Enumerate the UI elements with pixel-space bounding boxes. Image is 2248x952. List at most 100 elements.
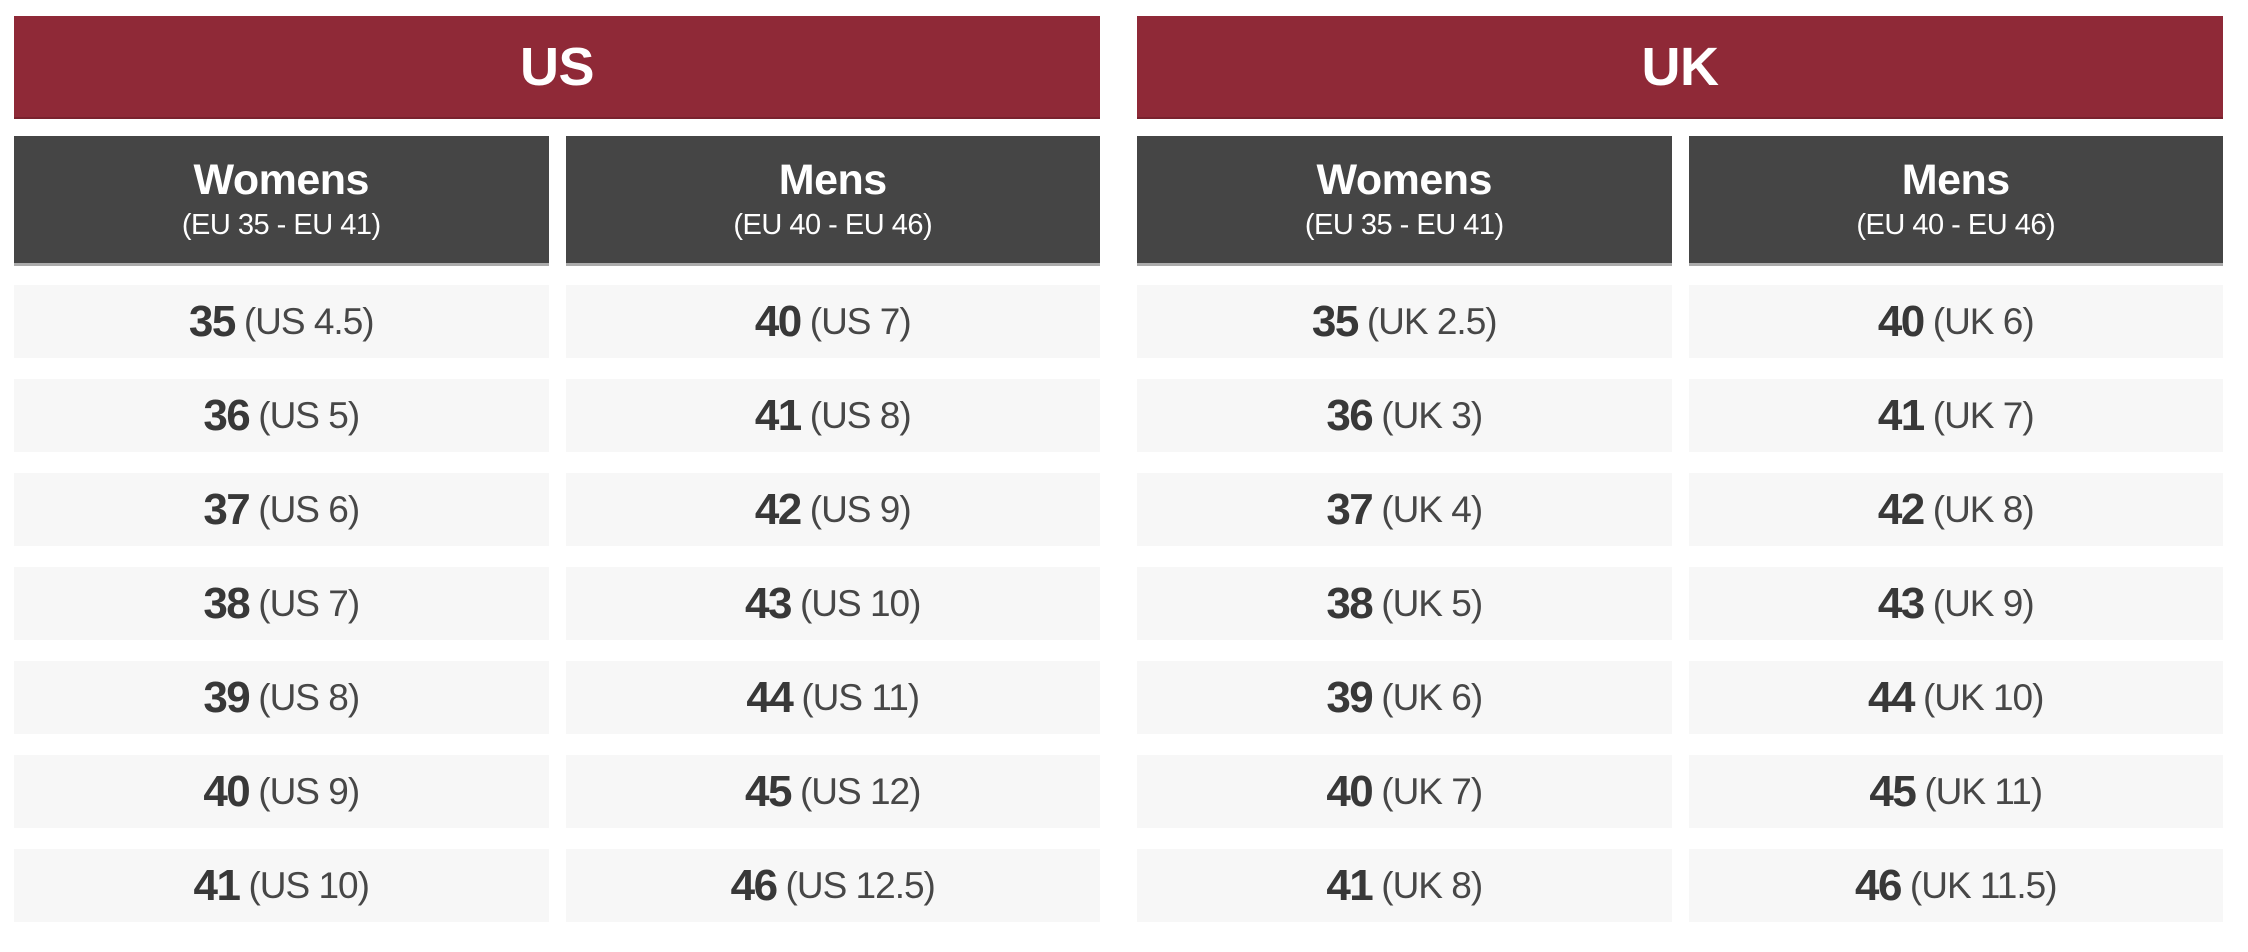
uk-mens-header: Mens (EU 40 - EU 46) (1688, 136, 2223, 266)
converted-size: (UK 6) (1381, 676, 1483, 718)
us-womens-cells: 35 (US 4.5) 36 (US 5) 37 (US 6) 38 (US 7) 39 (US … (14, 285, 549, 922)
uk-column-headers: Womens (EU 35 - EU 41) Mens (EU 40 - EU … (1137, 136, 2223, 266)
converted-size: (US 8) (809, 394, 912, 436)
converted-size: (UK 10) (1922, 676, 2044, 718)
eu-size: 38 (1326, 578, 1373, 628)
eu-size: 38 (203, 578, 250, 628)
converted-size: (UK 2.5) (1366, 300, 1498, 342)
us-mens-cells: 40 (US 7) 41 (US 8) 42 (US 9) 43 (US 10) 44 (US 1… (565, 285, 1100, 922)
eu-size: 35 (1311, 296, 1359, 346)
column-eu-range: (EU 35 - EU 41) (1304, 208, 1504, 241)
converted-size: (US 12) (799, 770, 921, 812)
size-cell: 40 (UK 7) (1137, 755, 1672, 828)
converted-size: (UK 11) (1924, 770, 2043, 812)
converted-size: (US 8) (258, 676, 360, 718)
eu-size: 40 (203, 766, 250, 816)
converted-size: (US 11) (801, 676, 920, 718)
size-cell: 46 (US 12.5) (565, 849, 1100, 922)
size-cell: 44 (UK 10) (1688, 661, 2223, 734)
converted-size: (UK 3) (1381, 394, 1483, 436)
converted-size: (US 7) (809, 300, 912, 342)
column-name: Mens (778, 156, 887, 205)
column-name: Womens (193, 156, 370, 205)
eu-size: 44 (1868, 672, 1915, 722)
converted-size: (US 4.5) (243, 300, 375, 342)
eu-size: 46 (1854, 860, 1902, 910)
converted-size: (UK 7) (1932, 394, 2035, 436)
eu-size: 36 (203, 390, 250, 440)
converted-size: (UK 7) (1381, 770, 1483, 812)
size-cell: 36 (US 5) (14, 379, 549, 452)
column-eu-range: (EU 40 - EU 46) (733, 208, 933, 241)
uk-mens-cells: 40 (UK 6) 41 (UK 7) 42 (UK 8) 43 (UK 9) 44 (UK 10… (1688, 285, 2223, 922)
eu-size: 42 (1877, 484, 1925, 534)
converted-size: (UK 4) (1381, 488, 1483, 530)
column-name: Womens (1316, 156, 1493, 205)
eu-size: 39 (1326, 672, 1373, 722)
eu-size: 36 (1326, 390, 1373, 440)
eu-size: 40 (1326, 766, 1373, 816)
size-cell: 36 (UK 3) (1137, 379, 1672, 452)
size-cell: 39 (US 8) (14, 661, 549, 734)
us-column-headers: Womens (EU 35 - EU 41) Mens (EU 40 - EU … (14, 136, 1100, 266)
size-cell: 41 (US 10) (14, 849, 549, 922)
eu-size: 41 (1877, 390, 1925, 440)
size-cell: 41 (US 8) (565, 379, 1100, 452)
uk-table-title: UK (1137, 16, 2223, 119)
converted-size: (UK 8) (1381, 864, 1483, 906)
size-cell: 46 (UK 11.5) (1688, 849, 2223, 922)
column-name: Mens (1901, 156, 2010, 205)
uk-womens-cells: 35 (UK 2.5) 36 (UK 3) 37 (UK 4) 38 (UK 5) 39 (UK … (1137, 285, 1672, 922)
eu-size: 46 (730, 860, 778, 910)
eu-size: 45 (1869, 766, 1916, 816)
converted-size: (US 6) (258, 488, 360, 530)
size-cell: 37 (US 6) (14, 473, 549, 546)
size-cell: 37 (UK 4) (1137, 473, 1672, 546)
eu-size: 37 (203, 484, 250, 534)
converted-size: (US 10) (248, 864, 369, 906)
converted-size: (UK 11.5) (1909, 864, 2058, 906)
size-cell: 43 (US 10) (565, 567, 1100, 640)
eu-size: 42 (754, 484, 802, 534)
size-cell: 40 (UK 6) (1688, 285, 2223, 358)
size-cell: 38 (US 7) (14, 567, 549, 640)
size-cell: 39 (UK 6) (1137, 661, 1672, 734)
size-cell: 44 (US 11) (565, 661, 1100, 734)
eu-size: 41 (193, 860, 241, 910)
converted-size: (US 10) (799, 582, 921, 624)
size-cell: 35 (UK 2.5) (1137, 285, 1672, 358)
size-cell: 40 (US 7) (565, 285, 1100, 358)
column-eu-range: (EU 40 - EU 46) (1856, 208, 2056, 241)
us-table-body: 35 (US 4.5) 36 (US 5) 37 (US 6) 38 (US 7) 39 (US … (14, 285, 1100, 922)
column-eu-range: (EU 35 - EU 41) (181, 208, 381, 241)
eu-size: 40 (1877, 296, 1925, 346)
eu-size: 41 (754, 390, 802, 440)
size-cell: 35 (US 4.5) (14, 285, 549, 358)
converted-size: (US 12.5) (785, 864, 936, 906)
eu-size: 37 (1326, 484, 1373, 534)
size-cell: 42 (UK 8) (1688, 473, 2223, 546)
size-cell: 43 (UK 9) (1688, 567, 2223, 640)
eu-size: 35 (188, 296, 236, 346)
size-cell: 45 (UK 11) (1688, 755, 2223, 828)
converted-size: (UK 9) (1932, 582, 2035, 624)
converted-size: (US 9) (258, 770, 360, 812)
uk-womens-header: Womens (EU 35 - EU 41) (1137, 136, 1672, 266)
size-cell: 40 (US 9) (14, 755, 549, 828)
us-table-title: US (14, 16, 1100, 119)
size-cell: 42 (US 9) (565, 473, 1100, 546)
eu-size: 40 (754, 296, 802, 346)
us-womens-header: Womens (EU 35 - EU 41) (14, 136, 549, 266)
size-cell: 45 (US 12) (565, 755, 1100, 828)
eu-size: 43 (745, 578, 792, 628)
us-mens-header: Mens (EU 40 - EU 46) (565, 136, 1100, 266)
eu-size: 39 (203, 672, 250, 722)
eu-size: 41 (1326, 860, 1373, 910)
size-cell: 41 (UK 7) (1688, 379, 2223, 452)
eu-size: 45 (745, 766, 792, 816)
converted-size: (US 9) (809, 488, 912, 530)
size-cell: 38 (UK 5) (1137, 567, 1672, 640)
size-chart-tables: US Womens (EU 35 - EU 41) Mens (EU 40 - … (14, 16, 2223, 922)
eu-size: 43 (1877, 578, 1925, 628)
